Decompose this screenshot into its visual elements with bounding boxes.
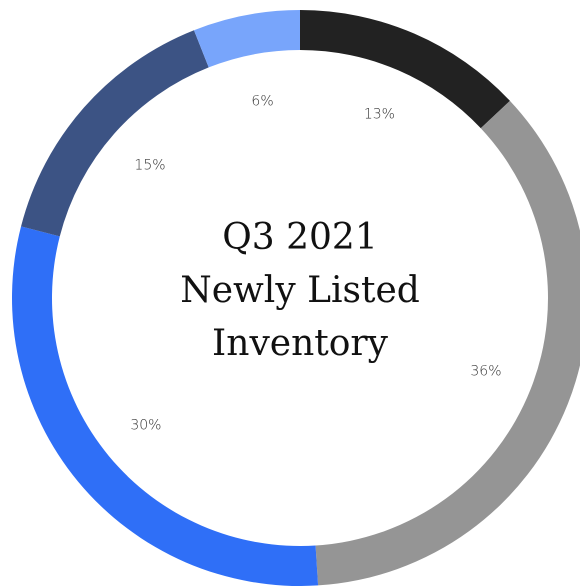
chart-title: Newly Listed bbox=[180, 270, 420, 311]
chart-title: Inventory bbox=[212, 323, 389, 364]
donut-segment bbox=[315, 100, 580, 586]
donut-segment bbox=[300, 10, 510, 129]
chart-title: Q3 2021 bbox=[222, 217, 377, 258]
value-label: 15% bbox=[134, 158, 165, 174]
value-label: 36% bbox=[470, 364, 501, 380]
donut-segment bbox=[193, 10, 300, 68]
value-label: 30% bbox=[130, 417, 161, 433]
donut-segment bbox=[21, 30, 209, 237]
value-label: 13% bbox=[364, 106, 395, 122]
value-label: 6% bbox=[251, 94, 273, 110]
donut-segment bbox=[11, 226, 319, 586]
